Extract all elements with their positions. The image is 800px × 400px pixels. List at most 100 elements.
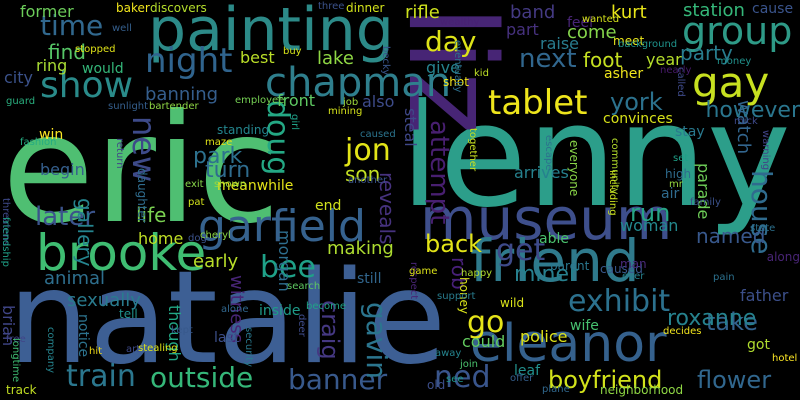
word-garfield: garfield (198, 201, 366, 252)
word-steal: steal (401, 108, 420, 147)
word-eventually: eventually (452, 40, 463, 93)
word-take: take (706, 308, 758, 336)
word-cheryl: cheryl (200, 230, 231, 241)
word-foot: foot (583, 48, 623, 72)
word-ring: ring (36, 56, 68, 75)
word-high: high (665, 167, 692, 181)
word-another: another (348, 175, 388, 186)
word-meet: meet (613, 34, 645, 48)
word-best: best (240, 48, 275, 67)
word-end: end (315, 198, 342, 214)
word-dog: dog (188, 233, 207, 244)
word-convinces: convinces (603, 111, 673, 127)
word-would: would (82, 61, 124, 77)
word-exit: exit (185, 179, 204, 190)
word-year: year (646, 50, 682, 69)
word-outside: outside (150, 361, 254, 394)
word-police: police (520, 327, 568, 346)
word-buy: buy (283, 46, 302, 57)
word-win: win (39, 127, 64, 143)
word-former: former (20, 2, 74, 21)
word-sexually: sexually (67, 290, 141, 311)
word-plane: plane (542, 384, 570, 395)
word-money: money (717, 56, 752, 67)
word-join: join (460, 359, 479, 370)
word-discovers: discovers (150, 1, 207, 15)
word-parent: parent (550, 259, 590, 273)
word-sunlight: sunlight (108, 101, 149, 112)
word-standing: standing (217, 123, 270, 137)
word-escape: escape (543, 135, 554, 171)
word-man: man (620, 257, 647, 271)
word-stay: stay (675, 124, 705, 140)
word-game: game (409, 266, 438, 277)
word-bee: bee (260, 250, 316, 285)
word-company: company (45, 327, 56, 374)
word-early: early (193, 251, 239, 272)
word-begin: begin (40, 160, 85, 179)
word-life: life (136, 203, 167, 227)
word-feel: feel (567, 15, 594, 31)
word-together: together (467, 128, 478, 172)
word-alone: alone (221, 304, 249, 315)
word-train: train (66, 359, 136, 394)
word-find: find (48, 40, 86, 64)
word-pat: pat (188, 197, 205, 208)
word-brooke: brooke (36, 224, 207, 282)
word-girl: girl (289, 114, 300, 131)
word-caused: caused (600, 262, 643, 276)
word-last: last (214, 330, 240, 346)
word-lenny: lenny (400, 74, 791, 239)
word-park: park (193, 144, 243, 169)
word-exhibit: exhibit (568, 284, 671, 319)
word-free: free (6, 334, 26, 345)
word-eric: eric (2, 83, 281, 257)
word-son: son (345, 162, 381, 186)
word-father: father (740, 286, 789, 305)
word-rifle: rifle (405, 2, 440, 23)
word-decides: decides (663, 326, 702, 337)
word-banner: banner (288, 363, 388, 396)
word-shown: shown (214, 179, 247, 190)
word-employee: employee (235, 95, 285, 106)
word-wild: wild (500, 296, 525, 310)
word-lake: lake (317, 48, 354, 69)
word-miner: miner (514, 262, 579, 287)
word-museum: museum (420, 185, 673, 253)
word-run: run (630, 199, 671, 227)
word-gallery: gallery (73, 198, 97, 267)
word-named: named (696, 224, 766, 248)
word-become: become (306, 301, 347, 312)
word-called: called (675, 67, 686, 97)
word-guard: guard (6, 96, 36, 107)
word-get: get (496, 233, 546, 268)
word-kept: kept (171, 325, 193, 336)
word-mr: mr (669, 179, 683, 190)
word-mining: mining (328, 106, 363, 117)
word-eleanor: eleanor (470, 314, 667, 374)
word-natalie: natalie (8, 244, 447, 393)
word-notice: notice (75, 314, 91, 358)
word-shot: shot (443, 75, 469, 89)
word-roxanne: roxanne (667, 306, 757, 331)
word-neighborhood: neighborhood (600, 383, 684, 397)
word-home: home (138, 229, 184, 248)
word-chapman: chapman (265, 60, 452, 106)
word-away: away (435, 348, 462, 359)
word-night: night (145, 41, 233, 81)
word-wealthy: wealthy (440, 17, 480, 28)
word-show: show (40, 65, 134, 106)
word-part: part (506, 20, 539, 39)
word-woman: woman (620, 216, 679, 235)
word-family: family (690, 197, 721, 208)
word-boyfriend: boyfriend (548, 366, 663, 394)
word-background: background (618, 39, 678, 50)
word-raise: raise (540, 34, 580, 53)
word-return: return (114, 138, 125, 169)
word-tell: tell (119, 307, 138, 321)
word-able: able (539, 231, 569, 247)
word-york: york (610, 88, 663, 116)
word-inside: inside (259, 303, 301, 319)
word-go: go (467, 305, 505, 340)
